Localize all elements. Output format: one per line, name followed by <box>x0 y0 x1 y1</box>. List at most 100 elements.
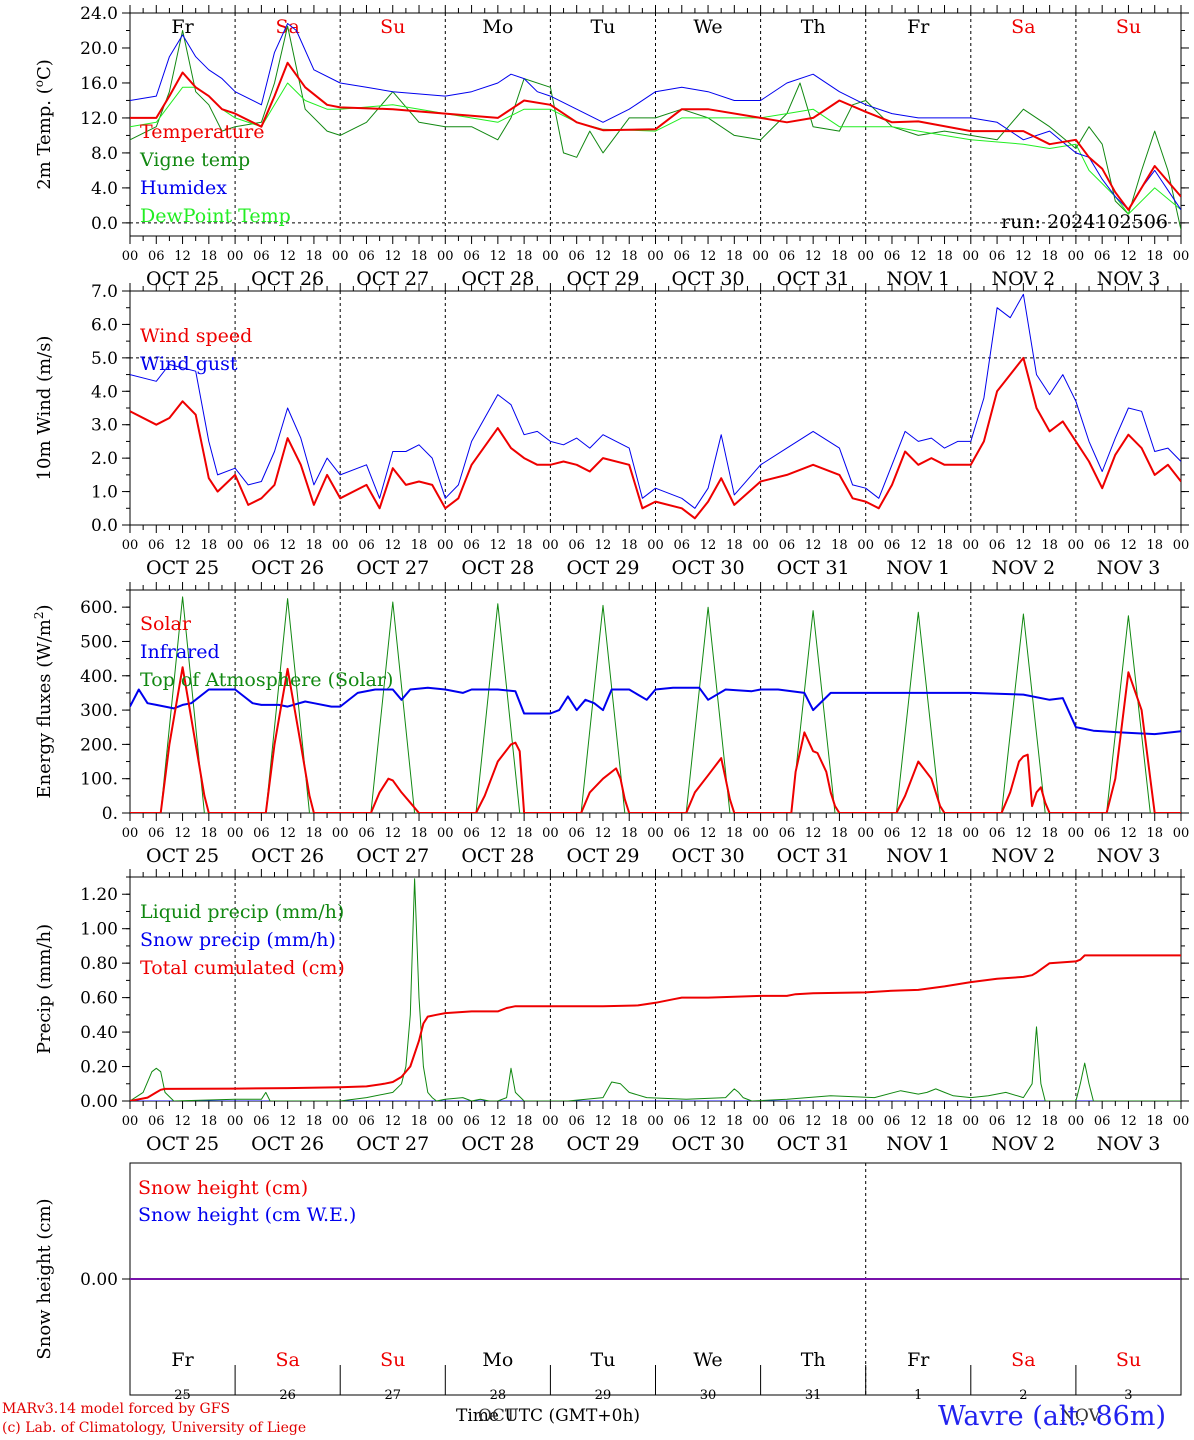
x-hour-label: 06 <box>674 538 691 553</box>
run-label: run: 2024102506 <box>1001 211 1168 233</box>
x-hour-label: 18 <box>1146 1114 1163 1129</box>
panel-temp: 0.0 4.0 8.0 12.0 16.0 20.0 24.0 2m Temp. (oC) 00… <box>32 4 1189 290</box>
weekday-label: Fr <box>171 1349 194 1371</box>
x-hour-label: 06 <box>779 826 796 841</box>
x-hour-label: 18 <box>621 1114 638 1129</box>
y-tick-label: 0.60 <box>80 989 118 1009</box>
x-hour-label: 06 <box>463 249 480 264</box>
x-hour-label: 00 <box>1068 249 1085 264</box>
x-hour-label: 12 <box>384 249 401 264</box>
day-number-label: 28 <box>490 1388 507 1403</box>
x-hour-label: 12 <box>595 826 612 841</box>
x-hour-label: 18 <box>201 249 218 264</box>
weekday-label: Th <box>801 1349 826 1371</box>
x-hour-label: 18 <box>936 538 953 553</box>
x-hour-label: 18 <box>411 1114 428 1129</box>
y-tick-label: 0. <box>102 804 118 824</box>
x-date-label: OCT 27 <box>356 1133 429 1155</box>
weekday-label: Fr <box>907 16 930 38</box>
station-name: Wavre (alt. 86m) <box>938 1401 1166 1432</box>
weekday-label: Su <box>380 1349 405 1371</box>
x-hour-label: 12 <box>174 249 191 264</box>
x-hour-label: 18 <box>411 249 428 264</box>
x-hour-label: 12 <box>279 249 296 264</box>
x-hour-label: 12 <box>1120 1114 1137 1129</box>
x-date-label: NOV 3 <box>1097 268 1161 290</box>
x-hour-label: 00 <box>332 249 349 264</box>
x-hour-label: 06 <box>1094 826 1111 841</box>
x-date-label: OCT 30 <box>672 845 745 867</box>
x-date-label: OCT 25 <box>146 268 219 290</box>
x-hour-label: 00 <box>1068 826 1085 841</box>
weekday-label: Su <box>1116 16 1141 38</box>
x-date-label: OCT 28 <box>461 557 534 579</box>
x-hour-label: 06 <box>568 826 585 841</box>
x-hour-label: 12 <box>910 538 927 553</box>
x-hour-label: 18 <box>726 826 743 841</box>
weekday-label: Fr <box>171 16 194 38</box>
x-hour-label: 00 <box>647 538 664 553</box>
x-hour-label: 18 <box>936 249 953 264</box>
x-date-label: OCT 30 <box>672 557 745 579</box>
x-hour-label: 06 <box>674 826 691 841</box>
series-group <box>130 878 1181 1101</box>
x-hour-label: 12 <box>805 538 822 553</box>
panel-frame <box>129 12 1182 237</box>
x-hour-label: 18 <box>1041 826 1058 841</box>
x-hour-label: 00 <box>1173 826 1190 841</box>
weekday-label: Tu <box>590 1349 615 1371</box>
x-hour-label: 06 <box>779 538 796 553</box>
x-hour-label: 00 <box>542 249 559 264</box>
x-hour-label: 00 <box>1173 249 1190 264</box>
x-date-label: OCT 29 <box>566 268 639 290</box>
x-hour-label: 00 <box>332 1114 349 1129</box>
y-axis-title: Precip (mm/h) <box>34 924 55 1054</box>
x-hour-label: 00 <box>752 538 769 553</box>
x-date-label: OCT 25 <box>146 845 219 867</box>
x-date-label: OCT 29 <box>566 845 639 867</box>
x-hour-label: 18 <box>621 249 638 264</box>
x-hour-label: 12 <box>700 249 717 264</box>
y-tick-label: 4.0 <box>91 179 118 199</box>
y-tick-label: 0.0 <box>91 214 118 234</box>
x-hour-label: 18 <box>1041 1114 1058 1129</box>
x-hour-label: 06 <box>989 1114 1006 1129</box>
x-date-label: OCT 25 <box>146 557 219 579</box>
x-date-label: NOV 1 <box>886 557 950 579</box>
x-hour-label: 12 <box>595 249 612 264</box>
y-tick-label: 0.40 <box>80 1023 118 1043</box>
x-hour-label: 00 <box>122 249 139 264</box>
x-date-label: OCT 29 <box>566 1133 639 1155</box>
x-hour-label: 06 <box>884 538 901 553</box>
day-number-label: 27 <box>384 1388 401 1403</box>
x-hour-label: 06 <box>674 1114 691 1129</box>
y-tick-label: 1.00 <box>80 920 118 940</box>
y-tick-label: 8.0 <box>91 144 118 164</box>
x-hour-label: 06 <box>148 538 165 553</box>
legend-entry: Top of Atmosphere (Solar) <box>140 669 393 691</box>
x-hour-label: 00 <box>857 1114 874 1129</box>
x-hour-label: 18 <box>201 826 218 841</box>
series-line-liquid-precip-mm-h <box>130 878 1181 1101</box>
x-axis-title: Time UTC (GMT+0h) <box>456 1406 641 1426</box>
x-date-label: OCT 26 <box>251 557 324 579</box>
y-tick-label: 16.0 <box>80 74 118 94</box>
x-hour-label: 00 <box>857 538 874 553</box>
legend-entry: Wind gust <box>140 353 238 375</box>
x-hour-label: 00 <box>1068 538 1085 553</box>
x-date-label: OCT 27 <box>356 845 429 867</box>
x-hour-label: 18 <box>1041 538 1058 553</box>
x-hour-label: 00 <box>437 1114 454 1129</box>
y-tick-label: 1.20 <box>80 885 118 905</box>
x-date-label: OCT 31 <box>777 845 850 867</box>
x-hour-label: 18 <box>831 826 848 841</box>
x-hour-label: 12 <box>384 538 401 553</box>
x-hour-label: 00 <box>1068 1114 1085 1129</box>
x-hour-label: 18 <box>306 249 323 264</box>
lab-credit: (c) Lab. of Climatology, University of L… <box>2 1420 307 1436</box>
y-tick-label: 0.20 <box>80 1058 118 1078</box>
x-date-label: NOV 1 <box>886 268 950 290</box>
x-hour-label: 12 <box>279 1114 296 1129</box>
x-hour-label: 00 <box>122 826 139 841</box>
panel-wind: 0.0 1.0 2.0 3.0 4.0 5.0 6.0 7.0 10m Wind (m/s) 00… <box>34 282 1189 579</box>
